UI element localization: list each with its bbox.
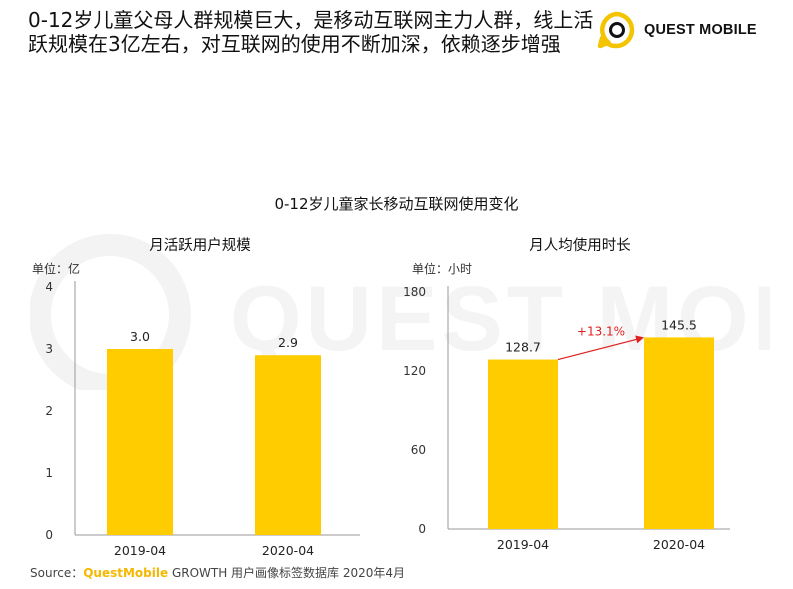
- bar: [488, 359, 558, 529]
- usage-time-bar-chart: 0 60 120 180 128.7 2019-04 145.5 2020-04 +13.1%: [403, 285, 730, 552]
- x-tick-label: 2019-04: [114, 543, 166, 558]
- growth-arrow-line: [557, 337, 643, 361]
- x-tick-label: 2019-04: [497, 537, 549, 552]
- data-label: 2.9: [278, 335, 298, 350]
- data-label: 145.5: [661, 317, 697, 332]
- chart-title: 0-12岁儿童家长移动互联网使用变化: [274, 195, 519, 213]
- headline: 0-12岁儿童父母人群规模巨大，是移动互联网主力人群，线上活 跃规模在3亿左右，…: [28, 8, 628, 56]
- unit-label: 单位：亿: [32, 262, 81, 276]
- growth-arrow-head: [635, 335, 644, 344]
- y-tick-label: 2: [45, 404, 53, 418]
- panel-title: 月活跃用户规模: [149, 238, 251, 254]
- y-tick-label: 60: [411, 443, 426, 457]
- x-tick-label: 2020-04: [262, 543, 314, 558]
- growth-annotation-label: +13.1%: [577, 324, 625, 338]
- data-label: 128.7: [505, 340, 541, 355]
- unit-label: 单位：小时: [412, 262, 473, 276]
- source-rest: GROWTH 用户画像标签数据库 2020年4月: [168, 566, 406, 580]
- bar: [107, 349, 173, 535]
- brand-logo: QUEST MOBILE: [596, 10, 757, 50]
- panel-title: 月人均使用时长: [529, 238, 631, 254]
- mau-bar-chart: 0 1 2 3 4 3.0 2019-04 2.9 2020-04: [45, 280, 360, 558]
- bar: [255, 355, 321, 535]
- y-tick-label: 3: [45, 342, 53, 356]
- y-tick-label: 0: [45, 528, 53, 542]
- logo-text: QUEST MOBILE: [644, 22, 757, 38]
- headline-line-2: 跃规模在3亿左右，对互联网的使用不断加深，依赖逐步增强: [28, 32, 561, 56]
- data-label: 3.0: [130, 329, 150, 344]
- chart-panel-usage-time: 月人均使用时长 单位：小时 0 60 120 180 128.7 2019-04 145.5…: [400, 230, 760, 570]
- chart-panel-mau: 月活跃用户规模 单位：亿 0 1 2 3 4 3.0 2019-04 2.9 2020-04: [20, 230, 380, 570]
- y-tick-label: 180: [403, 285, 426, 299]
- y-tick-label: 1: [45, 466, 53, 480]
- source-prefix: Source：: [30, 566, 84, 580]
- questmobile-logo-icon: [597, 11, 635, 49]
- x-tick-label: 2020-04: [653, 537, 705, 552]
- y-tick-label: 0: [418, 522, 426, 536]
- headline-line-1: 0-12岁儿童父母人群规模巨大，是移动互联网主力人群，线上活: [28, 8, 594, 32]
- y-tick-label: 120: [403, 364, 426, 378]
- y-tick-label: 4: [45, 280, 53, 294]
- source-brand: QuestMobile: [83, 566, 169, 580]
- bar: [644, 337, 714, 529]
- source-note: Source：QuestMobile GROWTH 用户画像标签数据库 2020…: [30, 564, 405, 581]
